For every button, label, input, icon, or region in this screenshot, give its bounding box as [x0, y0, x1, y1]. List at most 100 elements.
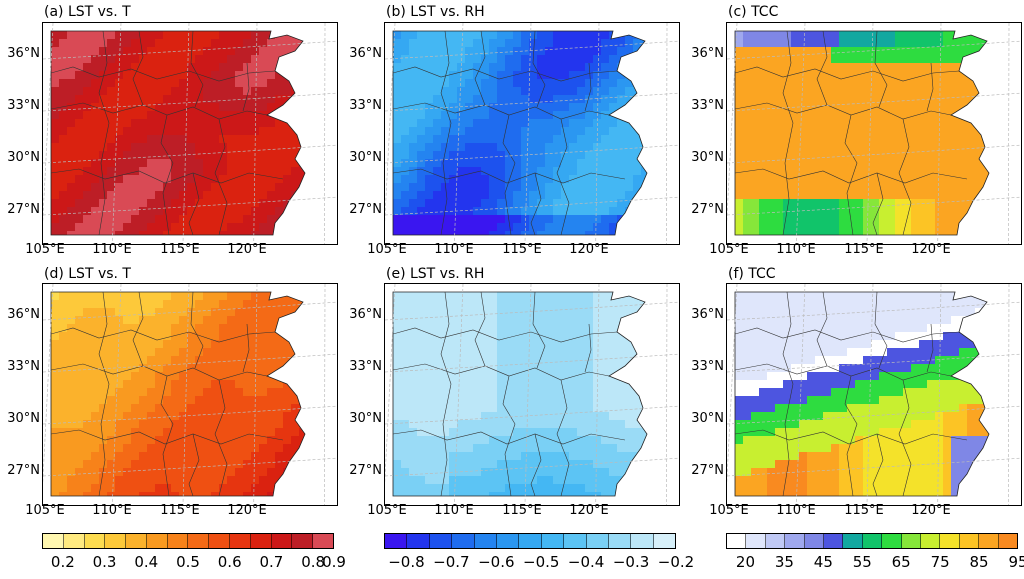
longitude-label: 105°E [367, 242, 407, 257]
colorbar-tick-label: −0.2 [657, 553, 695, 571]
latitude-label: 36°N [691, 46, 724, 61]
graticule-longitude [795, 284, 806, 505]
province-boundary [735, 429, 968, 445]
province-boundary [874, 31, 888, 108]
colorbar-segment [188, 534, 210, 548]
colorbar-tick-label: −0.4 [567, 553, 605, 571]
colorbar-segment [804, 534, 825, 548]
province-boundary [51, 327, 276, 343]
panel-title-d: (d) LST vs. T [44, 266, 131, 282]
colorbar-segment [541, 534, 565, 548]
coastline [734, 30, 990, 236]
province-boundary [556, 118, 570, 235]
graticule-longitude [253, 284, 258, 505]
colorbar-segment [292, 534, 314, 548]
colorbar-tick-label: 0.4 [134, 553, 159, 571]
latitude-label: 27°N [7, 463, 40, 478]
panel-title-e: (e) LST vs. RH [386, 266, 485, 282]
colorbar-tick-label: 95 [1008, 553, 1024, 571]
map-panel-a [42, 22, 338, 245]
panel-title-b: (b) LST vs. RH [386, 4, 485, 20]
colorbar-segment [452, 534, 475, 548]
graticule-longitude [937, 23, 942, 244]
map-field [735, 31, 989, 235]
colorbar-segment [586, 534, 609, 548]
colorbar-segment [862, 534, 883, 548]
colorbar-segment [765, 534, 786, 548]
colorbar-tick-label: −0.8 [388, 553, 425, 571]
longitude-label: 115°E [844, 242, 884, 257]
graticule-longitude [111, 23, 122, 244]
colorbar-segment [631, 534, 654, 548]
colorbar-tick-label: 55 [852, 553, 872, 571]
province-boundary [844, 375, 858, 496]
longitude-label: 115°E [502, 503, 542, 518]
province-boundary [782, 292, 794, 496]
coastline [50, 30, 306, 236]
colorbar-segment [105, 534, 127, 548]
longitude-label: 110°E [434, 503, 474, 518]
longitude-label: 110°E [776, 503, 816, 518]
colorbar-segment [564, 534, 587, 548]
colorbar-segment [313, 534, 333, 548]
longitude-label: 120°E [569, 503, 609, 518]
colorbar-tick-label: 75 [930, 553, 950, 571]
latitude-label: 27°N [7, 202, 40, 217]
colorbar-segment [63, 534, 85, 548]
colorbar-segment [146, 534, 168, 548]
graticule-longitude [937, 284, 942, 505]
province-boundary [502, 114, 516, 235]
province-boundary [51, 168, 284, 184]
map-panel-c [726, 22, 1022, 245]
colorbar-segment [921, 534, 941, 548]
colorbar-segment [84, 534, 106, 548]
colorbar-segment [882, 534, 902, 548]
longitude-label: 120°E [911, 503, 951, 518]
colorbar-segment [959, 534, 980, 548]
coastline [50, 291, 306, 497]
graticule-longitude [524, 23, 532, 244]
longitude-label: 105°E [709, 503, 749, 518]
graticule-longitude [866, 284, 874, 505]
graticule-longitude [453, 23, 464, 244]
map-panel-f [726, 283, 1022, 506]
colorbar-segment [385, 534, 408, 548]
graticule-longitude [385, 23, 396, 224]
map-field [393, 292, 647, 496]
longitude-label: 105°E [709, 242, 749, 257]
province-boundary [926, 323, 934, 373]
province-boundary [393, 327, 618, 343]
latitude-label: 33°N [691, 98, 724, 113]
province-boundary [51, 66, 276, 82]
colorbar-segment [496, 534, 520, 548]
longitude-label: 115°E [844, 503, 884, 518]
latitude-label: 33°N [7, 359, 40, 374]
graticule-longitude [1008, 23, 1010, 244]
province-boundary [735, 168, 968, 184]
province-boundary [530, 172, 542, 235]
map-field [393, 31, 647, 235]
province-boundary [872, 433, 884, 496]
colorbar-segment [474, 534, 497, 548]
graticule-longitude [253, 23, 258, 244]
longitude-label: 115°E [160, 503, 200, 518]
graticule-longitude [182, 284, 190, 505]
colorbar-tick-label: 0.8 [301, 553, 326, 571]
longitude-label: 120°E [569, 242, 609, 257]
latitude-label: 27°N [691, 463, 724, 478]
colorbar-tick-label: 0.5 [176, 553, 200, 571]
province-boundary [556, 379, 570, 496]
colorbar-segment [653, 534, 676, 548]
latitude-label: 36°N [349, 307, 382, 322]
latitude-label: 30°N [7, 411, 40, 426]
graticule-longitude [111, 284, 122, 505]
latitude-label: 36°N [349, 46, 382, 61]
map-panel-b [384, 22, 680, 245]
coastline [392, 291, 648, 497]
colorbar-segment [519, 534, 542, 548]
graticule-longitude [666, 284, 668, 505]
colorbar-segment [824, 534, 844, 548]
graticule-longitude [595, 23, 600, 244]
province-boundary [393, 168, 626, 184]
colorbar-tick-label: −0.7 [433, 553, 470, 571]
